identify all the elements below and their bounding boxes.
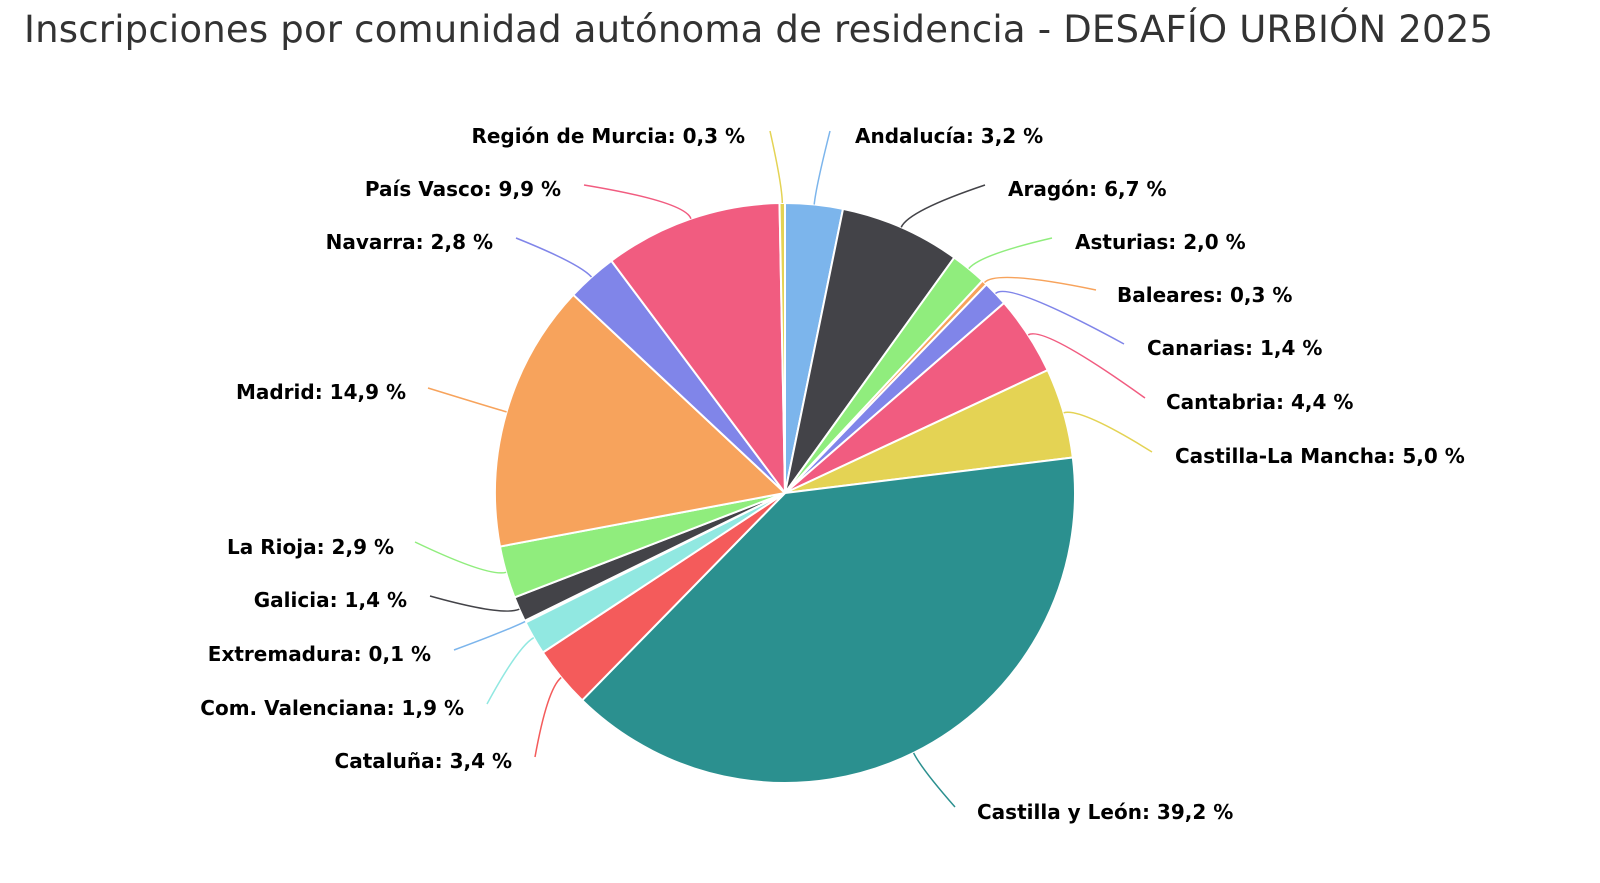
slice-labels: Andalucía: 3,2 % Aragón: 6,7 % Asturias: 2… bbox=[200, 124, 1465, 824]
label-connector bbox=[515, 237, 593, 278]
label-connector bbox=[994, 290, 1125, 345]
slice-label: Madrid: 14,9 % bbox=[236, 380, 406, 404]
slice-label: Baleares: 0,3 % bbox=[1117, 283, 1292, 307]
slice-label: Galicia: 1,4 % bbox=[254, 588, 407, 612]
label-connector bbox=[534, 676, 562, 758]
label-connector bbox=[769, 130, 784, 204]
pie-slice-castilla-y-león[interactable] bbox=[581, 456, 1076, 785]
label-connector bbox=[983, 276, 1097, 291]
slice-label: Navarra: 2,8 % bbox=[326, 230, 493, 254]
label-connector bbox=[912, 752, 956, 808]
slice-label: Com. Valenciana: 1,9 % bbox=[200, 696, 464, 720]
label-connector bbox=[1063, 411, 1153, 453]
label-connector bbox=[968, 237, 1053, 270]
slice-label: Castilla y León: 39,2 % bbox=[977, 800, 1233, 824]
label-connector bbox=[1027, 333, 1146, 399]
label-connector bbox=[813, 130, 831, 205]
label-connector bbox=[900, 184, 986, 228]
label-connector bbox=[414, 541, 507, 574]
pie-slices bbox=[494, 201, 1076, 785]
chart-title: Inscripciones por comunidad autónoma de … bbox=[24, 8, 1494, 51]
slice-label: Asturias: 2,0 % bbox=[1075, 230, 1246, 254]
slice-label: Cantabria: 4,4 % bbox=[1166, 390, 1353, 414]
slice-label: Canarias: 1,4 % bbox=[1147, 336, 1322, 360]
label-connector bbox=[427, 387, 507, 413]
slice-label: Andalucía: 3,2 % bbox=[855, 124, 1043, 148]
label-connector bbox=[486, 637, 535, 705]
slice-label: Aragón: 6,7 % bbox=[1008, 177, 1167, 201]
label-connector bbox=[453, 620, 526, 651]
slice-label: Región de Murcia: 0,3 % bbox=[471, 124, 745, 148]
slice-label: La Rioja: 2,9 % bbox=[227, 535, 394, 559]
pie-slice-región-de-murcia[interactable] bbox=[778, 201, 786, 494]
label-connectors bbox=[414, 130, 1153, 808]
pie-slice-aragón[interactable] bbox=[784, 207, 956, 494]
slice-label: Extremadura: 0,1 % bbox=[208, 642, 431, 666]
pie-slice-país-vasco[interactable] bbox=[610, 202, 786, 494]
label-connector bbox=[583, 184, 692, 220]
slice-label: Castilla-La Mancha: 5,0 % bbox=[1175, 444, 1465, 468]
slice-label: Cataluña: 3,4 % bbox=[335, 749, 512, 773]
label-connector bbox=[429, 595, 520, 612]
slice-label: País Vasco: 9,9 % bbox=[365, 177, 561, 201]
